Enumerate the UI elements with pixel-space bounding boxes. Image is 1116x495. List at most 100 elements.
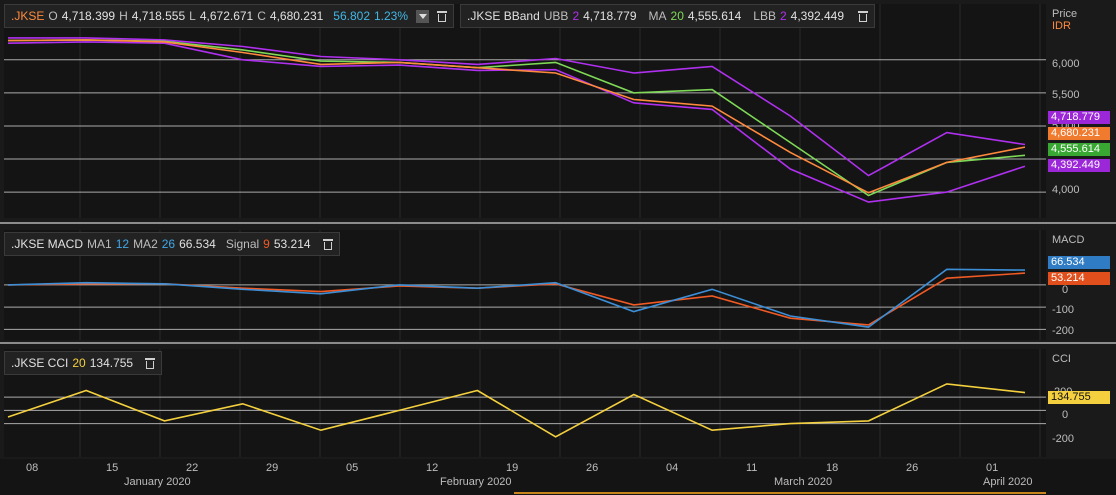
lbb-label: LBB — [753, 9, 776, 23]
ubb-tag: 4,718.779 — [1048, 111, 1110, 124]
low-label: L — [189, 9, 196, 23]
ma-tag: 4,555.614 — [1048, 143, 1110, 156]
cci-period: 20 — [72, 356, 86, 370]
cci-chart — [4, 349, 1046, 457]
bband-name[interactable]: .JKSE BBand — [467, 9, 540, 23]
cci-tag: 134.755 — [1048, 391, 1110, 404]
price-chart — [4, 4, 1046, 218]
x-tick-label: 08 — [26, 462, 39, 474]
x-tick-label: 29 — [266, 462, 279, 474]
cci-value: 134.755 — [89, 356, 134, 370]
open-value: 4,718.399 — [61, 9, 116, 23]
bband-legend-box: .JKSE BBand UBB 2 4,718.779 MA 20 4,555.614 … — [460, 4, 876, 28]
change-value: 56.802 — [333, 9, 370, 23]
x-tick-label: 15 — [106, 462, 119, 474]
macd-legend-box: .JKSE MACD MA1 12 MA2 26 66.534 Signal 9 53.… — [4, 232, 340, 256]
close-tag: 4,680.231 — [1048, 127, 1110, 140]
ma-value: 4,555.614 — [687, 9, 742, 23]
signal-label: Signal — [225, 237, 260, 251]
macd-chart — [4, 230, 1046, 340]
cci-tick: -200 — [1052, 433, 1075, 445]
high-value: 4,718.555 — [131, 9, 186, 23]
cci-axis-title: CCI — [1052, 353, 1071, 365]
trash-icon[interactable] — [322, 238, 333, 250]
cci-name[interactable]: .JKSE CCI — [11, 356, 69, 370]
ma1-value: 12 — [115, 237, 130, 251]
macd-tick: -100 — [1052, 304, 1075, 316]
price-axis-title: Price — [1052, 8, 1078, 20]
panel-divider[interactable] — [0, 342, 1116, 344]
cci-plot-area[interactable] — [4, 349, 1046, 457]
price-tick: 6,000 — [1052, 58, 1080, 70]
price-legend-box: .JKSE O 4,718.399 H 4,718.555 L 4,672.671 C… — [4, 4, 455, 28]
macd-name[interactable]: .JKSE MACD — [11, 237, 84, 251]
ticker-label[interactable]: .JKSE — [11, 9, 45, 23]
x-axis: 08 15 22 29 05 12 19 26 04 11 18 26 01 January 2020 … — [0, 459, 1116, 495]
x-tick-label: 01 — [986, 462, 999, 474]
high-label: H — [119, 9, 128, 23]
signal-value: 53.214 — [273, 237, 311, 251]
macd-tick: -200 — [1052, 325, 1075, 337]
price-line — [7, 39, 1026, 194]
cci-tick: 0 — [1062, 409, 1069, 421]
macd-value: 66.534 — [179, 237, 216, 251]
lbb-tag: 4,392.449 — [1048, 159, 1110, 172]
macd-tick: 0 — [1062, 284, 1069, 296]
x-tick-label: 12 — [426, 462, 439, 474]
macd-legend: .JKSE MACD MA1 12 MA2 26 66.534 Signal 9 53.… — [4, 232, 340, 256]
ma-label: MA — [648, 9, 667, 23]
signal-line — [7, 272, 1026, 326]
month-label: April 2020 — [983, 476, 1033, 488]
close-label: C — [257, 9, 266, 23]
cci-legend: .JKSE CCI 20 134.755 — [4, 351, 163, 375]
lbb-line — [7, 41, 1026, 203]
cci-panel: .JKSE CCI 20 134.755 CCI 200 0 -200 134.… — [0, 346, 1116, 459]
month-label: March 2020 — [774, 476, 833, 488]
trash-icon[interactable] — [437, 10, 448, 22]
x-tick-label: 19 — [506, 462, 519, 474]
price-plot-area[interactable] — [4, 4, 1046, 218]
x-tick-label: 26 — [906, 462, 919, 474]
x-tick-label: 11 — [746, 462, 758, 474]
price-tick: 4,000 — [1052, 184, 1080, 196]
ma-line — [7, 39, 1026, 197]
x-tick-label: 05 — [346, 462, 359, 474]
close-value: 4,680.231 — [269, 9, 324, 23]
x-tick-label: 22 — [186, 462, 199, 474]
scroll-handle[interactable] — [514, 492, 1046, 494]
macd-axis-title: MACD — [1052, 234, 1085, 246]
cci-legend-box: .JKSE CCI 20 134.755 — [4, 351, 163, 375]
low-value: 4,672.671 — [199, 9, 254, 23]
price-legend: .JKSE O 4,718.399 H 4,718.555 L 4,672.671 C… — [4, 4, 876, 28]
x-tick-label: 18 — [826, 462, 839, 474]
ubb-period: 2 — [572, 9, 580, 23]
panel-divider[interactable] — [0, 222, 1116, 224]
x-tick-label: 04 — [666, 462, 679, 474]
month-label: January 2020 — [124, 476, 191, 488]
signal-period: 9 — [263, 237, 270, 251]
lbb-value: 4,392.449 — [790, 9, 845, 23]
currency-label: IDR — [1052, 20, 1071, 32]
price-tick: 5,500 — [1052, 89, 1080, 101]
ma2-label: MA2 — [133, 237, 158, 251]
macd-tag: 66.534 — [1048, 256, 1110, 269]
lbb-period: 2 — [779, 9, 787, 23]
price-panel: .JKSE O 4,718.399 H 4,718.555 L 4,672.671 C… — [0, 0, 1116, 222]
ubb-label: UBB — [543, 9, 569, 23]
ma1-label: MA1 — [87, 237, 112, 251]
trash-icon[interactable] — [145, 357, 156, 369]
ubb-value: 4,718.779 — [583, 9, 637, 23]
cci-line — [7, 383, 1026, 438]
macd-line — [7, 268, 1026, 328]
change-pct: 1.23% — [374, 9, 409, 23]
ubb-line — [8, 37, 1026, 177]
chevron-down-icon[interactable] — [416, 9, 430, 23]
month-label: February 2020 — [440, 476, 512, 488]
open-label: O — [48, 9, 58, 23]
trash-icon[interactable] — [858, 10, 869, 22]
x-tick-label: 26 — [586, 462, 599, 474]
ma-period: 20 — [670, 9, 684, 23]
signal-tag: 53.214 — [1048, 272, 1110, 285]
macd-panel: .JKSE MACD MA1 12 MA2 26 66.534 Signal 9 53.… — [0, 226, 1116, 342]
ma2-value: 26 — [161, 237, 176, 251]
